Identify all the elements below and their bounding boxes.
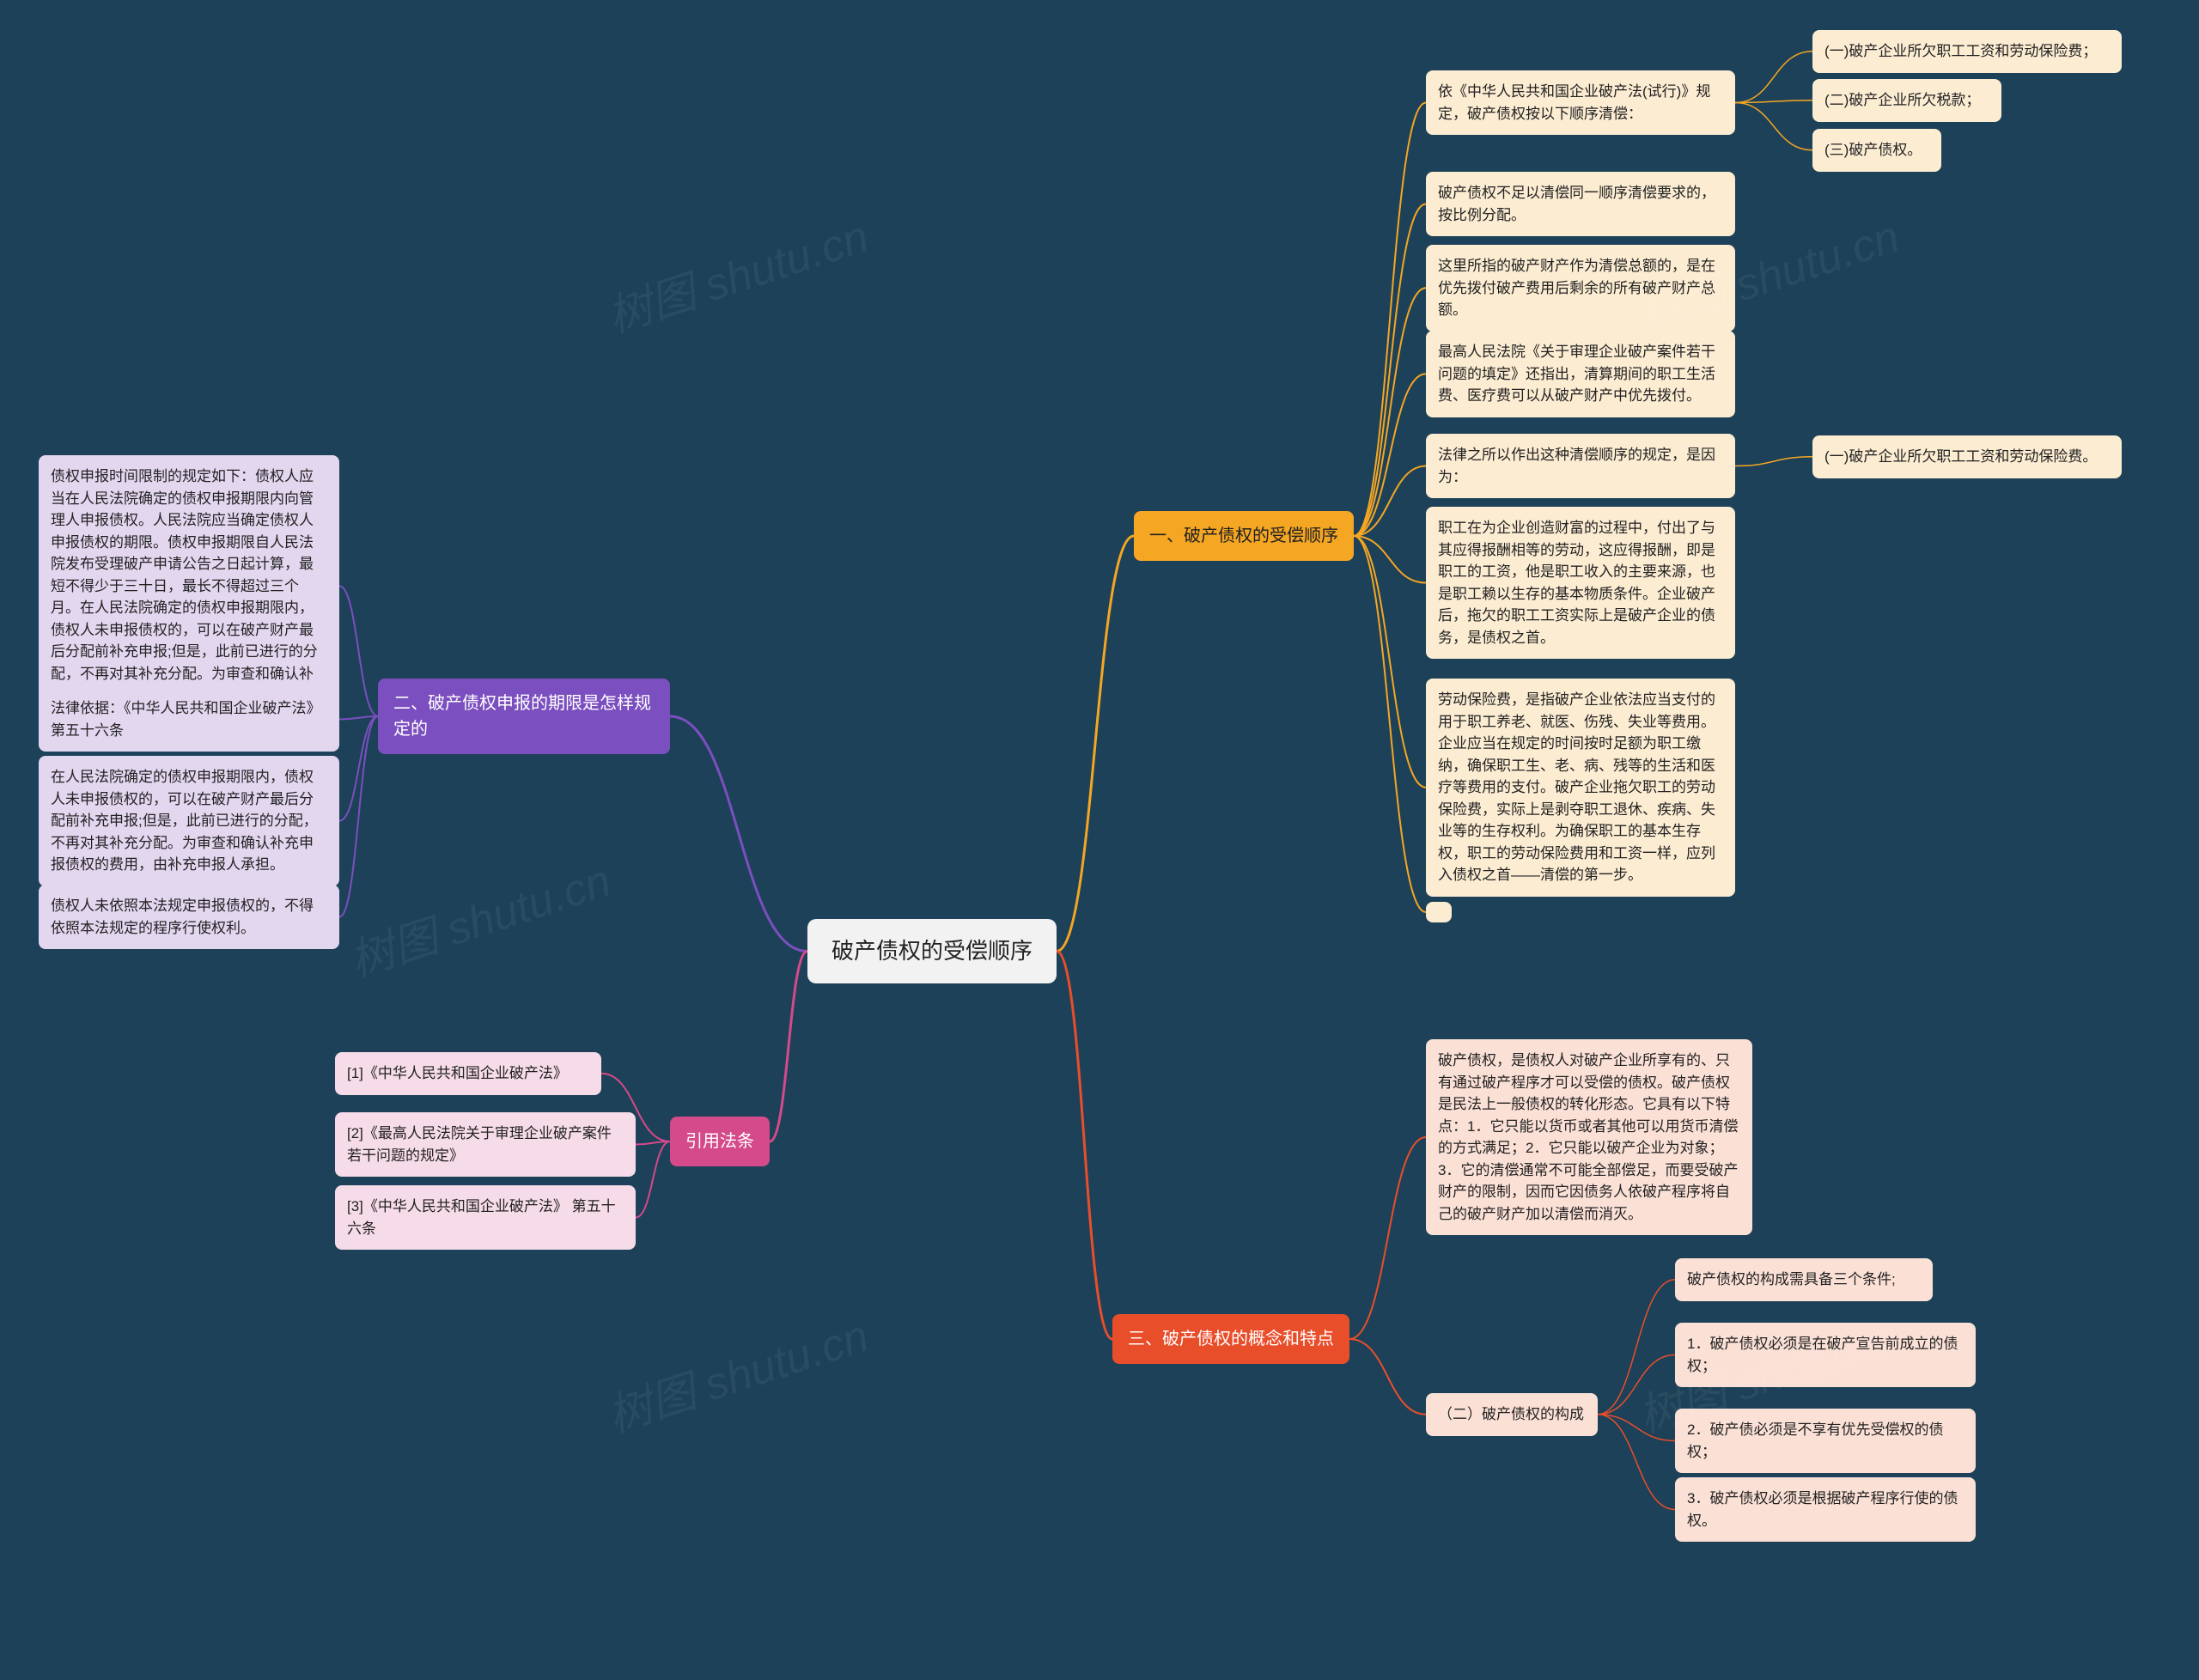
- branch-4: 引用法条: [670, 1117, 770, 1166]
- b3-leaf-1-sub-0: 破产债权的构成需具备三个条件;: [1675, 1258, 1933, 1301]
- b3-leaf-1-sub-2: 2．破产债必须是不享有优先受偿权的债权；: [1675, 1409, 1976, 1473]
- b2-leaf-1: 法律依据：《中华人民共和国企业破产法》第五十六条: [39, 687, 339, 752]
- branch-1: 一、破产债权的受偿顺序: [1134, 511, 1354, 561]
- b1-leaf-0-sub-1: (二)破产企业所欠税款；: [1812, 79, 2001, 122]
- b1-leaf-3: 最高人民法院《关于审理企业破产案件若干问题的填定》还指出，清算期间的职工生活费、…: [1426, 331, 1735, 417]
- b1-leaf-0-sub-2: (三)破产债权。: [1812, 129, 1941, 172]
- b4-leaf-0: [1]《中华人民共和国企业破产法》: [335, 1052, 601, 1095]
- branch-3: 三、破产债权的概念和特点: [1112, 1314, 1349, 1364]
- b2-leaf-2: 在人民法院确定的债权申报期限内，债权人未申报债权的，可以在破产财产最后分配前补充…: [39, 756, 339, 886]
- b1-leaf-4-sub-0: (一)破产企业所欠职工工资和劳动保险费。: [1812, 435, 2122, 478]
- b1-leaf-1: 破产债权不足以清偿同一顺序清偿要求的，按比例分配。: [1426, 172, 1735, 236]
- root-node: 破产债权的受偿顺序: [807, 919, 1057, 983]
- b2-leaf-3: 债权人未依照本法规定申报债权的，不得依照本法规定的程序行使权利。: [39, 885, 339, 949]
- b1-leaf-5: 职工在为企业创造财富的过程中，付出了与其应得报酬相等的劳动，这应得报酬，即是职工…: [1426, 507, 1735, 659]
- b2-leaf-0: 债权申报时间限制的规定如下：债权人应当在人民法院确定的债权申报期限内向管理人申报…: [39, 455, 339, 717]
- b1-leaf-0: 依《中华人民共和国企业破产法(试行)》规定，破产债权按以下顺序清偿：: [1426, 70, 1735, 135]
- b3-leaf-1-sub-1: 1．破产债权必须是在破产宣告前成立的债权；: [1675, 1323, 1976, 1387]
- branch-2: 二、破产债权申报的期限是怎样规定的: [378, 679, 670, 754]
- b1-leaf-0-sub-0: (一)破产企业所欠职工工资和劳动保险费；: [1812, 30, 2122, 73]
- b1-leaf-4: 法律之所以作出这种清偿顺序的规定，是因为：: [1426, 434, 1735, 498]
- b1-leaf-7: [1426, 902, 1452, 922]
- b3-leaf-1-sub-3: 3．破产债权必须是根据破产程序行使的债权。: [1675, 1477, 1976, 1542]
- b1-leaf-2: 这里所指的破产财产作为清偿总额的，是在优先拨付破产费用后剩余的所有破产财产总额。: [1426, 245, 1735, 332]
- b4-leaf-2: [3]《中华人民共和国企业破产法》 第五十六条: [335, 1185, 636, 1250]
- b1-leaf-6: 劳动保险费，是指破产企业依法应当支付的用于职工养老、就医、伤残、失业等费用。企业…: [1426, 679, 1735, 897]
- b3-leaf-1: （二）破产债权的构成: [1426, 1393, 1598, 1436]
- b4-leaf-1: [2]《最高人民法院关于审理企业破产案件若干问题的规定》: [335, 1112, 636, 1177]
- b3-leaf-0: 破产债权，是债权人对破产企业所享有的、只有通过破产程序才可以受偿的债权。破产债权…: [1426, 1039, 1752, 1235]
